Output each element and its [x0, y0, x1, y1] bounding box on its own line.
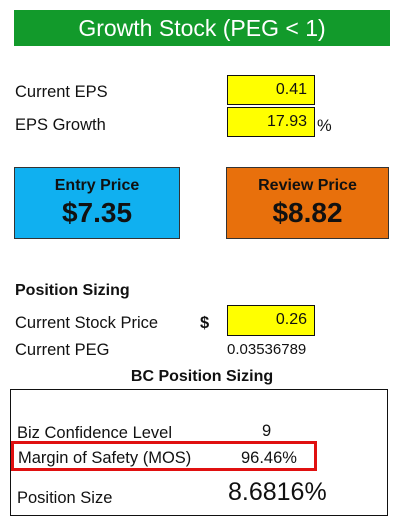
current-eps-input[interactable]: 0.41 [227, 75, 315, 105]
position-sizing-heading: Position Sizing [15, 282, 130, 299]
stock-price-label: Current Stock Price [15, 314, 159, 332]
confidence-label: Biz Confidence Level [17, 424, 173, 442]
stock-price-input[interactable]: 0.26 [227, 305, 315, 336]
review-price-card: Review Price $8.82 [226, 167, 389, 239]
review-price-value: $8.82 [272, 197, 343, 228]
entry-price-value: $7.35 [61, 197, 133, 228]
bc-position-sizing-box [10, 389, 388, 516]
position-size-label: Position Size [17, 489, 113, 507]
current-peg-value: 0.03536789 [227, 341, 307, 358]
eps-growth-input[interactable]: 17.93 [227, 107, 315, 137]
eps-growth-unit: % [317, 117, 332, 135]
review-price-label: Review Price [258, 177, 357, 194]
bc-position-sizing-heading: BC Position Sizing [130, 368, 274, 385]
confidence-value: 9 [262, 422, 272, 440]
currency-symbol: $ [200, 314, 210, 332]
entry-price-label: Entry Price [54, 177, 140, 194]
position-size-value: 8.6816% [228, 478, 327, 506]
mos-highlight [11, 441, 317, 471]
current-peg-label: Current PEG [15, 341, 110, 359]
sheet-title: Growth Stock (PEG < 1) [14, 10, 390, 46]
current-eps-label: Current EPS [15, 83, 108, 101]
mos-label: Margin of Safety (MOS) [18, 449, 192, 467]
eps-growth-label: EPS Growth [15, 116, 106, 134]
entry-price-card: Entry Price $7.35 [14, 167, 180, 239]
mos-value: 96.46% [241, 449, 297, 467]
